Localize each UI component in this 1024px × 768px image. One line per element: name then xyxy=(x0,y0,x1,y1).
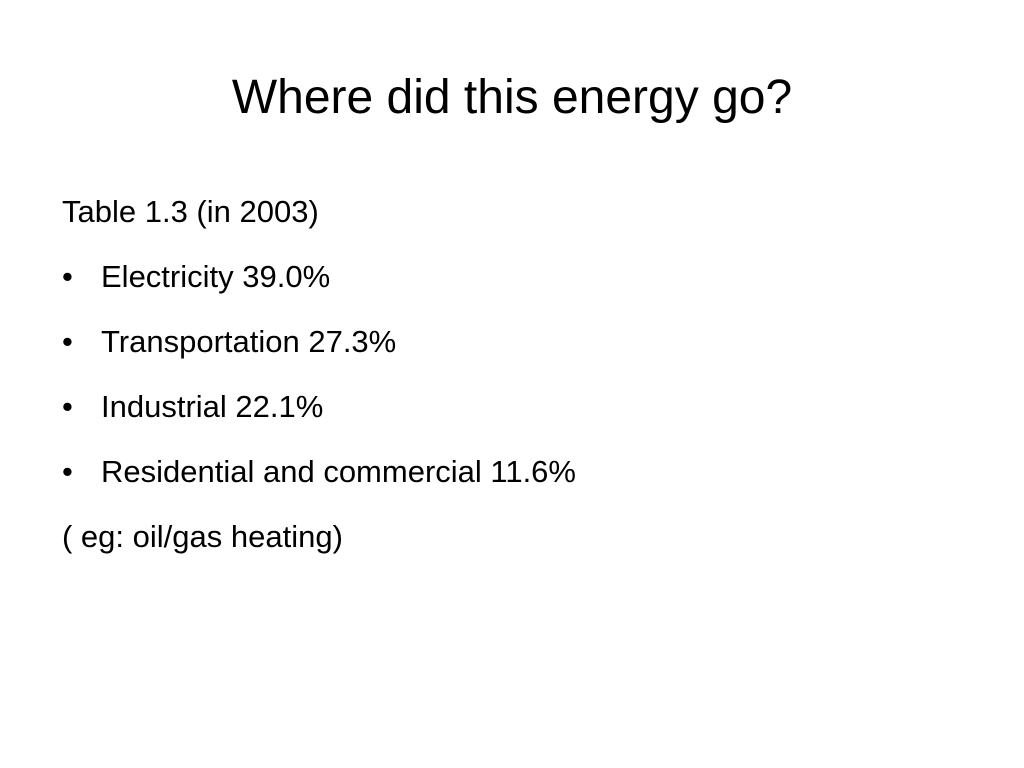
bullet-item-electricity: • Electricity 39.0% xyxy=(62,255,962,320)
bullet-icon: • xyxy=(62,454,73,489)
bullet-icon: • xyxy=(62,259,73,294)
example-note: ( eg: oil/gas heating) xyxy=(62,519,343,554)
bullet-text: Transportation 27.3% xyxy=(101,324,397,359)
bullet-item-residential-commercial: • Residential and commercial 11.6% xyxy=(62,450,962,515)
slide-body: Table 1.3 (in 2003) • Electricity 39.0% … xyxy=(62,190,962,580)
bullet-icon: • xyxy=(62,389,73,424)
bullet-text: Residential and commercial 11.6% xyxy=(101,454,576,489)
table-reference: Table 1.3 (in 2003) xyxy=(62,194,319,229)
bullet-text: Electricity 39.0% xyxy=(101,259,331,294)
bullet-icon: • xyxy=(62,324,73,359)
bullet-item-transportation: • Transportation 27.3% xyxy=(62,320,962,385)
bullet-text: Industrial 22.1% xyxy=(101,389,324,424)
bullet-item-industrial: • Industrial 22.1% xyxy=(62,385,962,450)
slide-title: Where did this energy go? xyxy=(231,71,793,124)
